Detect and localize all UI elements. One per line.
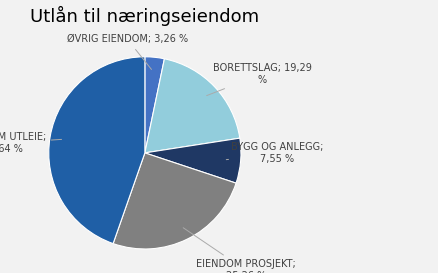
Title: Utlån til næringseiendom: Utlån til næringseiendom	[30, 5, 259, 26]
Wedge shape	[145, 57, 164, 153]
Wedge shape	[113, 153, 236, 249]
Wedge shape	[49, 57, 145, 244]
Text: BORETTSLAG; 19,29
%: BORETTSLAG; 19,29 %	[206, 63, 311, 96]
Text: EIENDOM PROSJEKT;
25,26 %: EIENDOM PROSJEKT; 25,26 %	[183, 228, 295, 273]
Text: BYGG OG ANLEGG;
7,55 %: BYGG OG ANLEGG; 7,55 %	[226, 142, 323, 164]
Wedge shape	[145, 138, 240, 183]
Text: ØVRIG EIENDOM; 3,26 %: ØVRIG EIENDOM; 3,26 %	[67, 34, 188, 69]
Text: EIENDOM UTLEIE;
44,64 %: EIENDOM UTLEIE; 44,64 %	[0, 132, 61, 154]
Wedge shape	[145, 59, 239, 153]
